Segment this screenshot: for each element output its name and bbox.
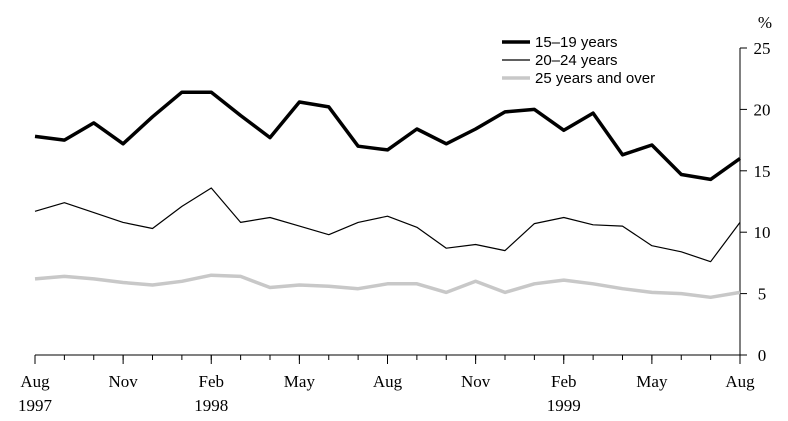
legend-label-3: 25 years and over bbox=[535, 70, 655, 87]
x-tick-label-year: 1999 bbox=[547, 396, 581, 415]
series-line-3 bbox=[34, 273, 741, 300]
legend-label-2: 20–24 years bbox=[535, 52, 618, 69]
x-tick-label-month: May bbox=[284, 372, 316, 391]
x-tick-label-year: 1997 bbox=[18, 396, 53, 415]
axes: 0 5 10 15 20 25 Aug 1997 Nov Feb 1998 May Aug Nov Feb 1… bbox=[18, 39, 771, 415]
y-tick-label: 0 bbox=[758, 346, 767, 365]
series-line-2 bbox=[34, 187, 741, 263]
x-tick-label-year: 1998 bbox=[194, 396, 228, 415]
x-tick-label-month: Aug bbox=[725, 372, 755, 391]
y-tick-label: 5 bbox=[758, 285, 767, 304]
series-line-1 bbox=[34, 90, 742, 182]
x-tick-label-month: Nov bbox=[461, 372, 491, 391]
x-tick-label-month: Aug bbox=[20, 372, 50, 391]
x-tick-label-month: Aug bbox=[373, 372, 403, 391]
y-tick-label: 15 bbox=[754, 162, 771, 181]
series-lines bbox=[34, 90, 742, 300]
y-unit-label: % bbox=[758, 13, 772, 32]
x-tick-label-month: Feb bbox=[551, 372, 577, 391]
y-tick-label: 25 bbox=[754, 39, 771, 58]
y-tick-label: 10 bbox=[754, 223, 771, 242]
y-tick-label: 20 bbox=[754, 100, 771, 119]
x-tick-label-month: Feb bbox=[199, 372, 225, 391]
legend-label-1: 15–19 years bbox=[535, 34, 618, 51]
x-tick-label-month: May bbox=[636, 372, 668, 391]
x-tick-label-month: Nov bbox=[108, 372, 138, 391]
